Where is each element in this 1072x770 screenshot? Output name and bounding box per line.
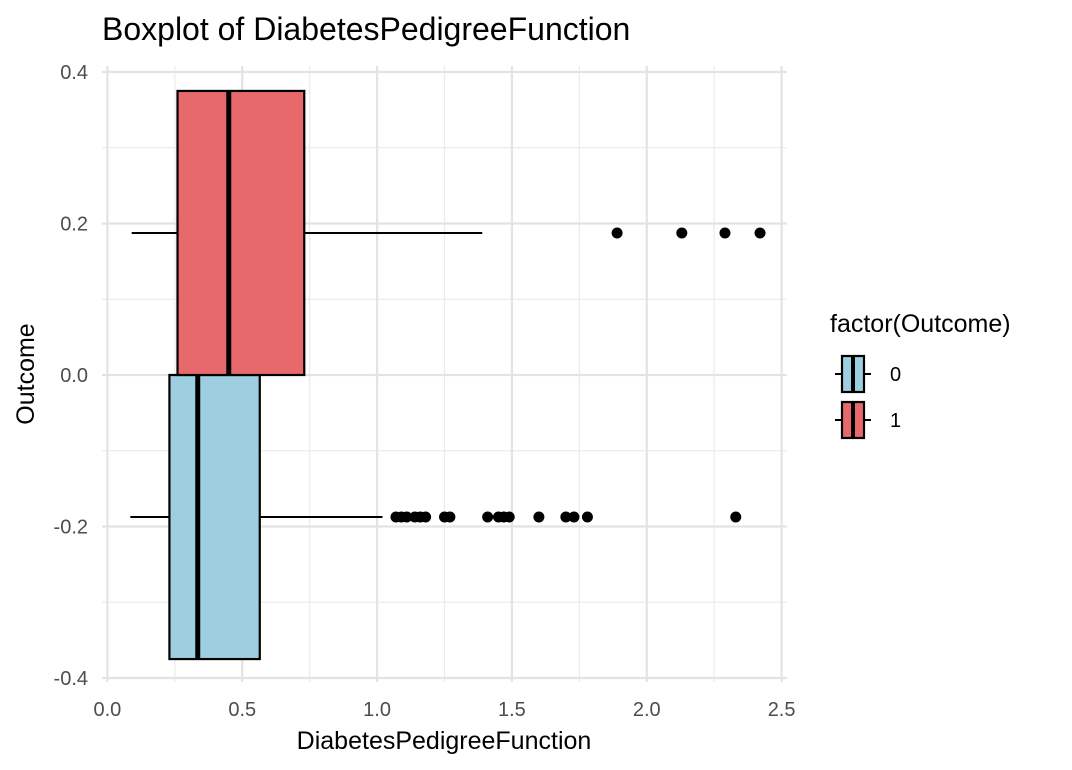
- outcome-0-outlier-point: [568, 511, 580, 523]
- outcome-0-outlier-point: [401, 511, 413, 523]
- legend-title: factor(Outcome): [830, 310, 1011, 338]
- x-tick-label: 2.5: [768, 699, 796, 721]
- x-tick-label: 2.0: [633, 699, 661, 721]
- outcome-1-outlier-point: [754, 227, 766, 239]
- y-tick-label: 0.2: [60, 214, 88, 236]
- outcome-0-box: [168, 373, 261, 661]
- outcome-1-outlier-point: [611, 227, 623, 239]
- x-tick-label: 0.0: [93, 699, 121, 721]
- legend: factor(Outcome) 0 1: [830, 310, 1011, 440]
- y-tick-label: 0.0: [60, 365, 88, 387]
- x-axis-title: DiabetesPedigreeFunction: [297, 727, 592, 755]
- outcome-1-outlier-point: [719, 227, 731, 239]
- y-tick-label: -0.2: [54, 517, 88, 539]
- outcome-0-outlier-point: [560, 511, 572, 523]
- axis-ticks: 0.0 0.5 1.0 1.5 2.0 2.5 0.4 0.2 0.0 -0.2 -0.4: [54, 62, 796, 721]
- legend-label-1: 1: [890, 410, 901, 432]
- outcome-0-outlier-point: [581, 511, 593, 523]
- x-tick-label: 1.5: [498, 699, 526, 721]
- boxplot-marks: [130, 89, 766, 661]
- y-tick-label: -0.4: [54, 668, 88, 690]
- outcome-0-outlier-point: [503, 511, 515, 523]
- outcome-0-outlier-point: [533, 511, 545, 523]
- outcome-0-outlier-point: [420, 511, 432, 523]
- outcome-0-outlier-point: [730, 511, 742, 523]
- x-tick-label: 1.0: [363, 699, 391, 721]
- legend-label-0: 0: [890, 364, 901, 386]
- outcome-1-box: [176, 89, 306, 377]
- chart-title: Boxplot of DiabetesPedigreeFunction: [102, 11, 630, 47]
- outcome-1-outlier-point: [676, 227, 688, 239]
- y-tick-label: 0.4: [60, 62, 88, 84]
- outcome-0-outlier-point: [482, 511, 494, 523]
- outcome-0-outlier-point: [444, 511, 456, 523]
- x-tick-label: 0.5: [228, 699, 256, 721]
- y-axis-title: Outcome: [12, 323, 40, 424]
